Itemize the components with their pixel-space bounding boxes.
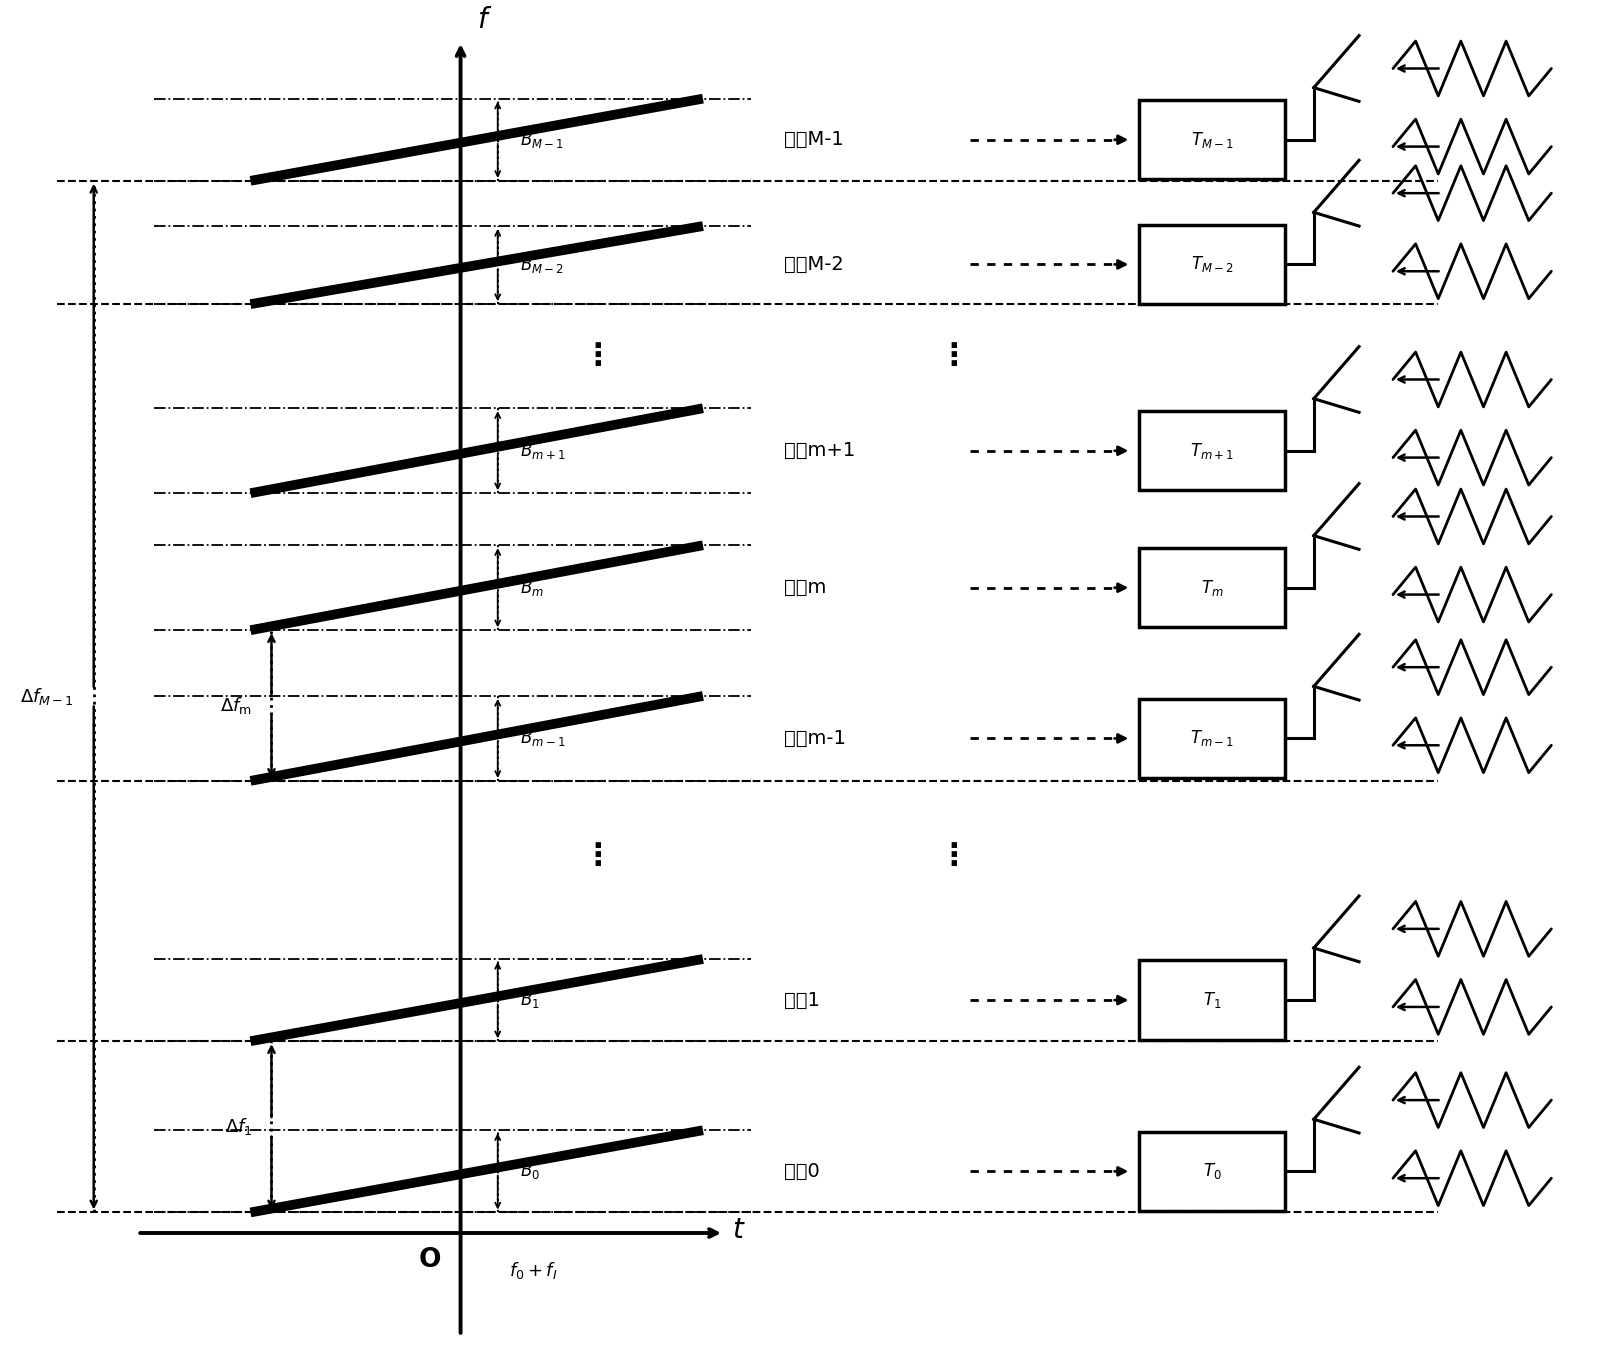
Text: $T_{M-1}$: $T_{M-1}$ [1191,130,1233,149]
Text: $B_{m+1}$: $B_{m+1}$ [520,441,566,460]
Text: $f$: $f$ [477,7,491,34]
FancyBboxPatch shape [1139,1132,1285,1211]
Text: 子带m: 子带m [784,578,826,597]
Text: ⋮: ⋮ [939,341,968,371]
Text: $T_{M-2}$: $T_{M-2}$ [1191,255,1233,274]
Text: $B_{M-1}$: $B_{M-1}$ [520,130,564,149]
Text: $\Delta f_{\rm m}$: $\Delta f_{\rm m}$ [220,695,252,717]
Text: $\Delta f_{M-1}$: $\Delta f_{M-1}$ [21,686,74,707]
FancyBboxPatch shape [1139,548,1285,627]
FancyBboxPatch shape [1139,411,1285,490]
Text: $T_{m-1}$: $T_{m-1}$ [1189,729,1235,748]
Text: ⋮: ⋮ [583,841,612,871]
Text: $B_{M-2}$: $B_{M-2}$ [520,255,564,275]
Text: $B_0$: $B_0$ [520,1162,540,1181]
FancyBboxPatch shape [1139,960,1285,1040]
Text: $T_m$: $T_m$ [1201,578,1223,597]
Text: 子带1: 子带1 [784,991,819,1010]
Text: $B_1$: $B_1$ [520,991,540,1010]
Text: 子带0: 子带0 [784,1162,819,1181]
Text: O: O [419,1247,441,1273]
FancyBboxPatch shape [1139,100,1285,179]
Text: 子带M-2: 子带M-2 [784,255,844,274]
Text: $B_m$: $B_m$ [520,578,545,597]
Text: 子带m+1: 子带m+1 [784,441,855,460]
Text: $T_0$: $T_0$ [1202,1162,1222,1181]
FancyBboxPatch shape [1139,225,1285,304]
Text: 子带m-1: 子带m-1 [784,729,845,748]
Text: 子带M-1: 子带M-1 [784,130,844,149]
Text: $B_{m-1}$: $B_{m-1}$ [520,729,566,748]
Text: $f_0+f_I$: $f_0+f_I$ [509,1260,558,1281]
Text: $t$: $t$ [732,1217,745,1244]
Text: $T_{m+1}$: $T_{m+1}$ [1189,441,1235,460]
Text: $\Delta f_1$: $\Delta f_1$ [225,1117,252,1137]
Text: ⋮: ⋮ [939,841,968,871]
Text: ⋮: ⋮ [583,341,612,371]
Text: $T_1$: $T_1$ [1202,991,1222,1010]
FancyBboxPatch shape [1139,699,1285,778]
